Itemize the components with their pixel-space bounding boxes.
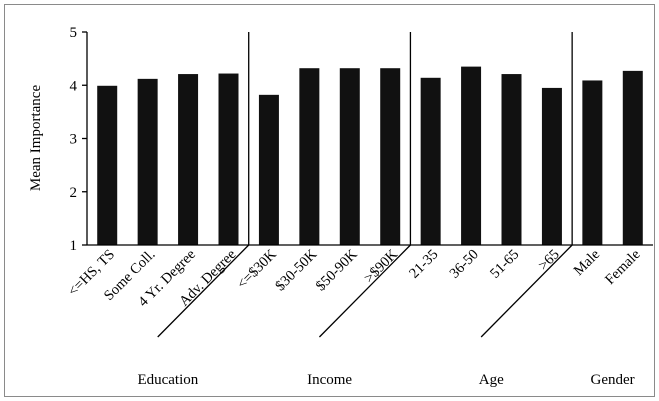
bar (541, 87, 562, 245)
y-tick-label: 2 (70, 185, 78, 201)
bar (420, 77, 441, 245)
category-label: >$90K (361, 246, 401, 286)
group-dividers (157, 32, 573, 338)
bar (178, 74, 199, 245)
y-axis-ticks: 1 2 3 4 5 (70, 25, 87, 254)
y-tick-label: 5 (70, 25, 78, 41)
bar (380, 68, 401, 246)
group-divider-slant (480, 244, 573, 338)
group-labels: Education Income Age Gender (137, 372, 634, 388)
group-label: Education (137, 372, 198, 388)
y-axis-title: Mean Importance (28, 85, 44, 192)
y-tick-label: 1 (70, 238, 78, 254)
category-label: $30-50K (272, 246, 320, 294)
bar (501, 74, 522, 245)
y-tick-label: 4 (70, 78, 78, 94)
category-label: 36-50 (447, 247, 482, 282)
group-label: Gender (590, 372, 634, 388)
bar (582, 80, 603, 246)
bar (622, 70, 643, 245)
category-label: Male (571, 247, 603, 279)
bar (258, 94, 279, 246)
bar (218, 73, 239, 245)
bar (339, 68, 360, 246)
category-label: 21-35 (406, 247, 441, 282)
group-label: Income (307, 372, 352, 388)
bar (461, 66, 482, 245)
y-tick-label: 3 (70, 132, 78, 148)
category-label: 51-65 (487, 247, 522, 282)
bars (97, 66, 643, 246)
category-label: >65 (535, 247, 562, 274)
bar (137, 78, 158, 245)
bar (97, 85, 118, 245)
chart-frame (4, 4, 655, 397)
category-label: Female (602, 247, 643, 288)
category-label: $50-90K (313, 246, 361, 294)
group-divider-slant (157, 244, 250, 338)
group-label: Age (479, 372, 504, 388)
group-divider-slant (318, 244, 411, 338)
bar (299, 68, 320, 246)
